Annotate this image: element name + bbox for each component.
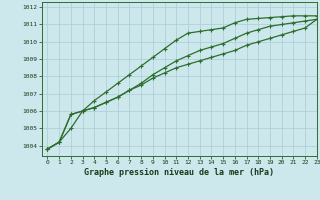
X-axis label: Graphe pression niveau de la mer (hPa): Graphe pression niveau de la mer (hPa): [84, 168, 274, 177]
